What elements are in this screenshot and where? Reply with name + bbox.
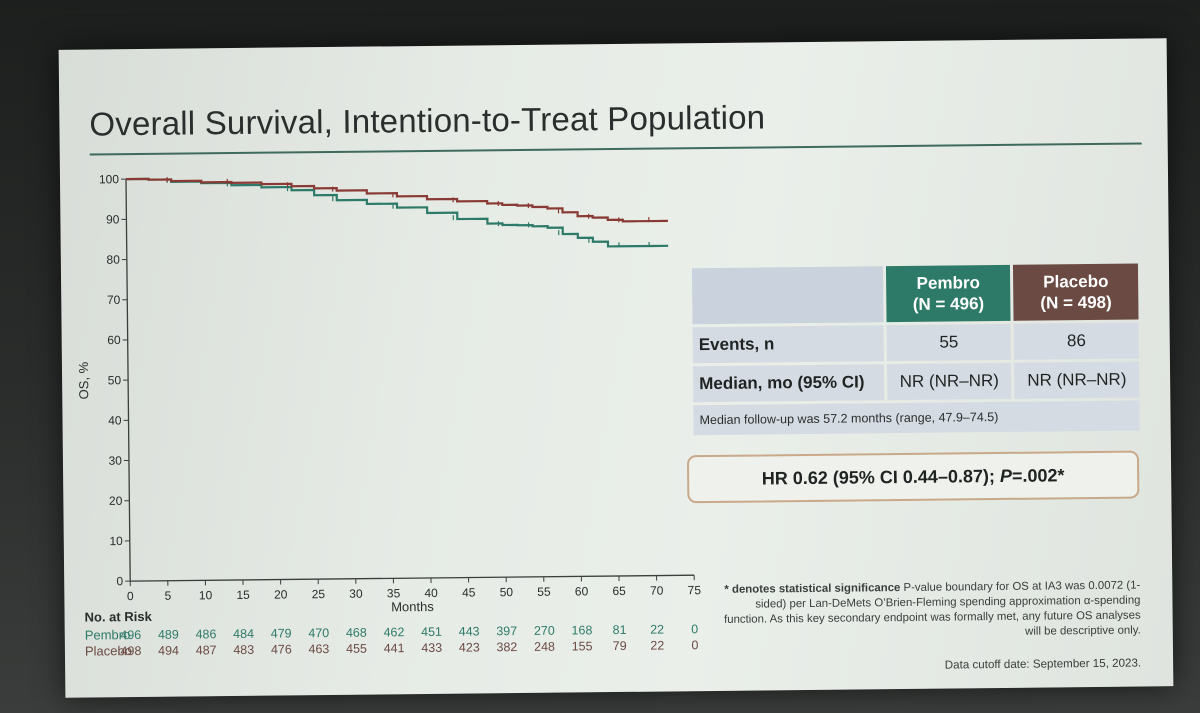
y-tick-label: 90	[106, 212, 120, 226]
at-risk-pembro-value: 168	[571, 623, 592, 637]
at-risk-placebo-value: 483	[233, 643, 254, 657]
x-axis-label: Months	[391, 599, 434, 614]
y-tick-label: 70	[107, 293, 121, 307]
at-risk-placebo-value: 433	[421, 641, 442, 655]
footnote-bold: * denotes statistical significance	[724, 582, 901, 596]
at-risk-placebo-value: 476	[271, 642, 292, 656]
x-tick-label: 30	[349, 587, 363, 601]
at-risk-pembro-value: 462	[383, 625, 404, 639]
at-risk-placebo-value: 0	[691, 638, 698, 652]
at-risk-pembro-value: 22	[650, 623, 664, 637]
hr-text: HR 0.62 (95% CI 0.44–0.87);	[761, 465, 996, 488]
placebo-header-name: Placebo	[1043, 271, 1109, 292]
at-risk-pembro-value: 397	[496, 624, 517, 638]
at-risk-label-placebo: Placebo	[84, 643, 132, 659]
table-row-followup: Median follow-up was 57.2 months (range,…	[693, 400, 1140, 436]
at-risk-pembro-value: 489	[158, 628, 179, 642]
pembro-header-n: (N = 496)	[912, 294, 985, 314]
x-tick-label: 0	[127, 589, 134, 603]
x-tick-label: 55	[537, 585, 551, 599]
y-tick-label: 30	[109, 454, 123, 468]
x-tick-label: 35	[387, 586, 401, 600]
table-corner-cell	[691, 266, 884, 325]
y-tick-label: 0	[116, 574, 123, 588]
hr-p-value: =.002*	[1011, 464, 1065, 486]
y-tick-label: 100	[99, 172, 119, 186]
followup-note: Median follow-up was 57.2 months (range,…	[693, 400, 1140, 436]
at-risk-pembro-value: 484	[233, 627, 254, 641]
hr-p-label: P	[999, 465, 1013, 486]
at-risk-placebo-value: 248	[534, 640, 555, 654]
events-placebo: 86	[1013, 322, 1139, 360]
table-header-row: Pembro (N = 496) Placebo (N = 498)	[691, 263, 1139, 325]
x-tick-label: 40	[424, 586, 438, 600]
pembro-header-name: Pembro	[916, 273, 981, 293]
at-risk-placebo-value: 22	[650, 639, 664, 653]
placebo-header: Placebo (N = 498)	[1013, 263, 1139, 321]
at-risk-placebo-value: 382	[496, 640, 517, 654]
at-risk-header: No. at Risk	[84, 608, 152, 625]
at-risk-placebo-value: 455	[346, 642, 367, 656]
at-risk-placebo-value: 494	[158, 644, 179, 658]
hazard-ratio-box: HR 0.62 (95% CI 0.44–0.87); P =.002*	[686, 450, 1140, 504]
km-chart: 0 10 20 30 40 50 60 70 80 90 100 0 5 10 15 20 25 30 35 40 45…	[76, 172, 702, 658]
results-table: Pembro (N = 496) Placebo (N = 498) Event…	[689, 260, 1143, 438]
at-risk-pembro-value: 81	[613, 623, 627, 637]
series-line-placebo	[125, 177, 668, 223]
at-risk-pembro-value: 270	[534, 624, 555, 638]
at-risk-pembro-value: 443	[459, 624, 480, 638]
at-risk-placebo-value: 79	[613, 639, 627, 653]
table-row-median: Median, mo (95% CI) NR (NR–NR) NR (NR–NR…	[692, 361, 1140, 403]
placebo-header-n: (N = 498)	[1040, 292, 1112, 313]
x-tick-label: 20	[274, 587, 288, 601]
at-risk-pembro-value: 0	[691, 622, 698, 636]
at-risk-placebo-value: 498	[120, 644, 141, 658]
x-tick-label: 50	[500, 585, 514, 599]
significance-footnote: * denotes statistical significance P-val…	[710, 579, 1141, 643]
median-label: Median, mo (95% CI)	[692, 364, 885, 403]
at-risk-pembro-value: 451	[421, 625, 442, 639]
at-risk-label-pembro: Pembro	[84, 627, 131, 643]
x-tick-label: 25	[312, 587, 326, 601]
x-tick-label: 10	[199, 588, 213, 602]
x-tick-label: 5	[165, 589, 172, 603]
chart-axes: 0 10 20 30 40 50 60 70 80 90 100 0 5 10 15 20 25 30 35 40 45…	[76, 172, 702, 614]
x-tick-label: 15	[236, 588, 250, 602]
at-risk-pembro-value: 470	[308, 626, 329, 640]
x-tick-label: 75	[688, 583, 702, 597]
x-tick-label: 65	[612, 584, 626, 598]
at-risk-pembro-value: 496	[120, 628, 141, 642]
chart-series	[125, 177, 669, 248]
pembro-header: Pembro (N = 496)	[885, 264, 1011, 323]
x-axis-line	[130, 574, 695, 582]
at-risk-placebo-value: 463	[308, 642, 329, 656]
at-risk-pembro-value: 468	[346, 626, 367, 640]
at-risk-placebo-value: 441	[384, 641, 405, 655]
at-risk-pembro-value: 479	[271, 626, 292, 640]
y-axis-line	[125, 179, 131, 582]
y-tick-label: 50	[108, 373, 122, 387]
y-tick-label: 10	[109, 534, 123, 548]
y-tick-label: 60	[107, 333, 121, 347]
at-risk-pembro-value: 486	[195, 627, 216, 641]
y-axis-label: OS, %	[76, 361, 91, 399]
median-placebo: NR (NR–NR)	[1014, 361, 1140, 399]
series-line-pembro	[125, 177, 669, 248]
at-risk-placebo-value: 155	[572, 639, 593, 653]
x-tick-label: 70	[650, 584, 664, 598]
presentation-slide: Overall Survival, Intention-to-Treat Pop…	[58, 38, 1174, 698]
median-pembro: NR (NR–NR)	[886, 362, 1012, 401]
x-tick-label: 60	[575, 584, 589, 598]
at-risk-placebo-value: 423	[459, 640, 480, 654]
table-row-events: Events, n 55 86	[692, 322, 1139, 364]
at-risk-placebo-value: 487	[196, 643, 217, 657]
y-tick-label: 40	[108, 413, 122, 427]
y-tick-label: 20	[109, 494, 123, 508]
x-tick-label: 45	[462, 585, 476, 599]
at-risk-table: 496 489 486 484 479 470 468 462 451 443 397 270 168 8…	[120, 622, 698, 658]
events-pembro: 55	[886, 323, 1012, 362]
events-label: Events, n	[692, 325, 884, 364]
y-tick-label: 80	[106, 253, 120, 267]
